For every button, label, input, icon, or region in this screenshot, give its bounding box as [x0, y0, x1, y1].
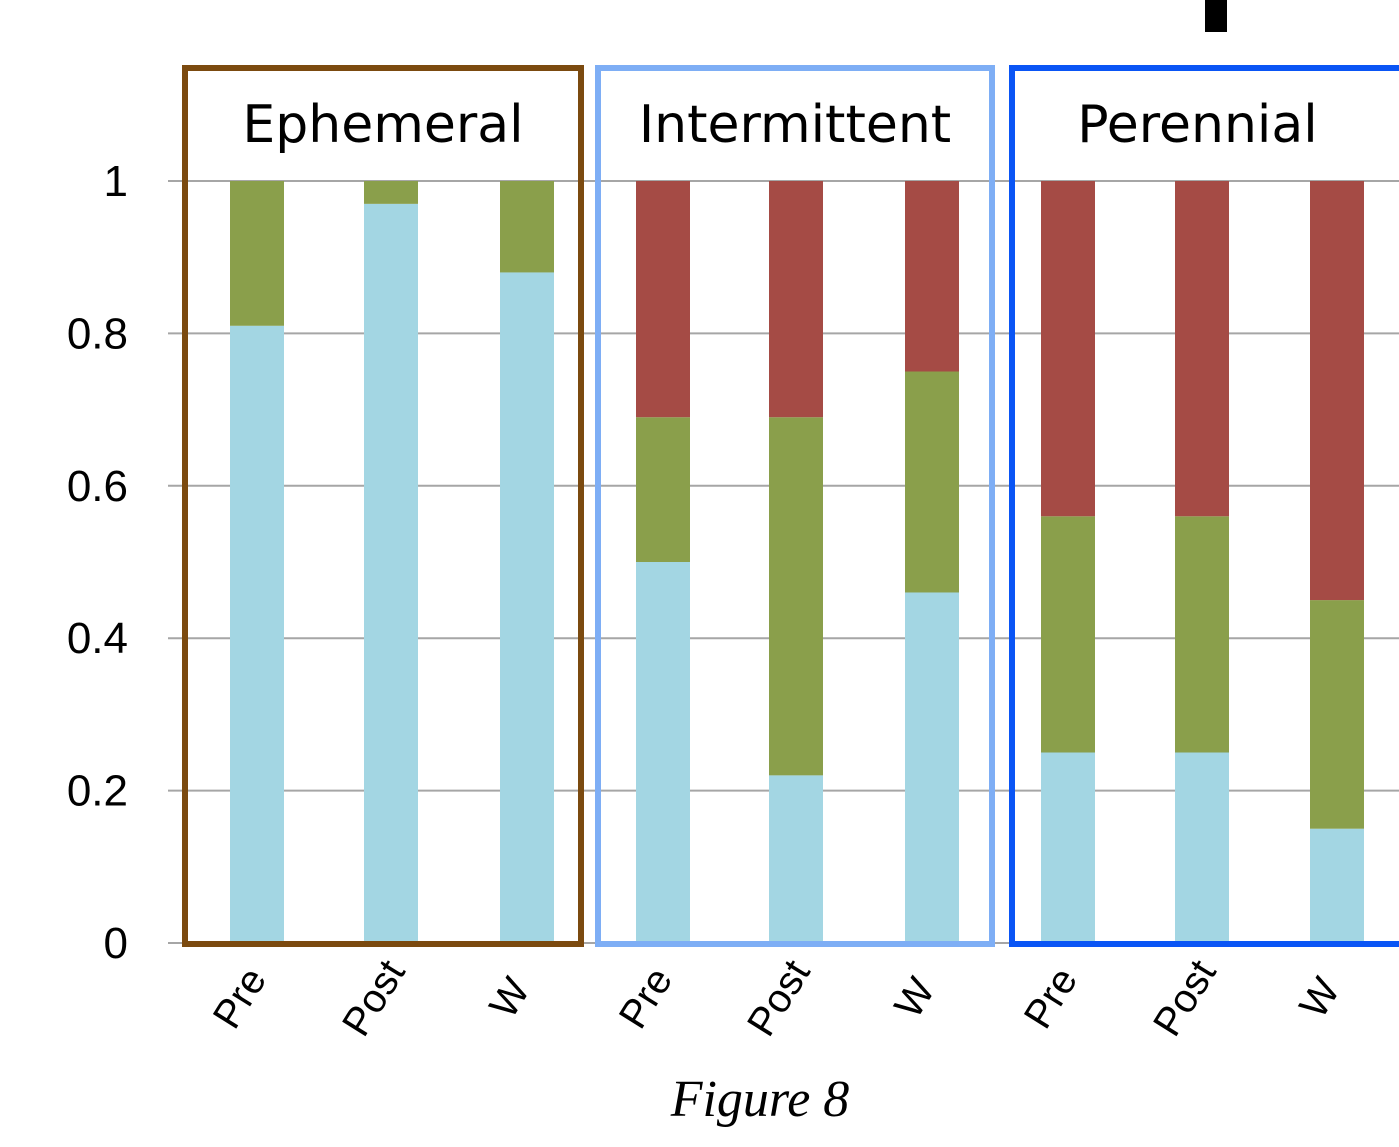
group-frame-perennial [1009, 65, 1399, 947]
bar-segment-green [230, 181, 284, 326]
group-title: Perennial [1077, 95, 1317, 155]
y-tick-label: 0 [104, 919, 128, 968]
y-tick-label: 1 [104, 157, 128, 206]
bar-segment-light-blue [905, 592, 959, 943]
bar-segment-green [905, 371, 959, 593]
bar-segment-red [1041, 181, 1095, 517]
bar-segment-light-blue [500, 272, 554, 943]
x-tick-label: Post [739, 953, 819, 1044]
bar-segment-red [1310, 181, 1364, 601]
y-tick-label: 0.4 [67, 614, 128, 663]
group-frames [182, 65, 1399, 947]
figure-caption: Figure 8 [670, 1071, 850, 1128]
x-tick-label: W [1291, 970, 1348, 1026]
x-tick-label: W [886, 970, 943, 1026]
bar-segment-red [769, 181, 823, 418]
bar-segment-green [1175, 516, 1229, 753]
bars [230, 181, 1364, 944]
bar-segment-light-blue [1175, 752, 1229, 943]
bar-segment-light-blue [230, 325, 284, 943]
x-tick-label: W [481, 970, 538, 1026]
x-tick-label: Pre [611, 960, 681, 1036]
group-title: Intermittent [639, 95, 951, 155]
group-title: Ephemeral [242, 95, 523, 155]
y-tick-label: 0.8 [67, 309, 128, 358]
bar-segment-green [500, 181, 554, 273]
bar-segment-light-blue [636, 562, 690, 943]
clipped-title-fragment [1205, 0, 1227, 32]
bar-segment-light-blue [1041, 752, 1095, 943]
y-tick-label: 0.2 [67, 767, 128, 816]
group-frame-intermittent [595, 65, 995, 947]
labels: 0 0.2 0.4 0.6 0.8 1 Pre Post W Ephemeral Pre Post W I… [67, 0, 1349, 1044]
bar-segment-green [1310, 600, 1364, 829]
x-tick-label: Pre [1016, 960, 1086, 1036]
x-tick-label: Post [1145, 953, 1225, 1044]
bar-segment-green [636, 417, 690, 562]
bar-segment-green [1041, 516, 1095, 753]
bar-segment-red [636, 181, 690, 418]
y-tick-label: 0.6 [67, 462, 128, 511]
bar-segment-green [769, 417, 823, 776]
x-tick-label: Post [334, 953, 414, 1044]
bar-segment-red [1175, 181, 1229, 517]
bar-segment-green [364, 181, 418, 204]
bar-segment-light-blue [364, 203, 418, 944]
group-frame-ephemeral [182, 65, 584, 947]
bar-segment-red [905, 181, 959, 372]
x-tick-label: Pre [205, 960, 275, 1036]
bar-segment-light-blue [1310, 828, 1364, 943]
bar-segment-light-blue [769, 775, 823, 943]
